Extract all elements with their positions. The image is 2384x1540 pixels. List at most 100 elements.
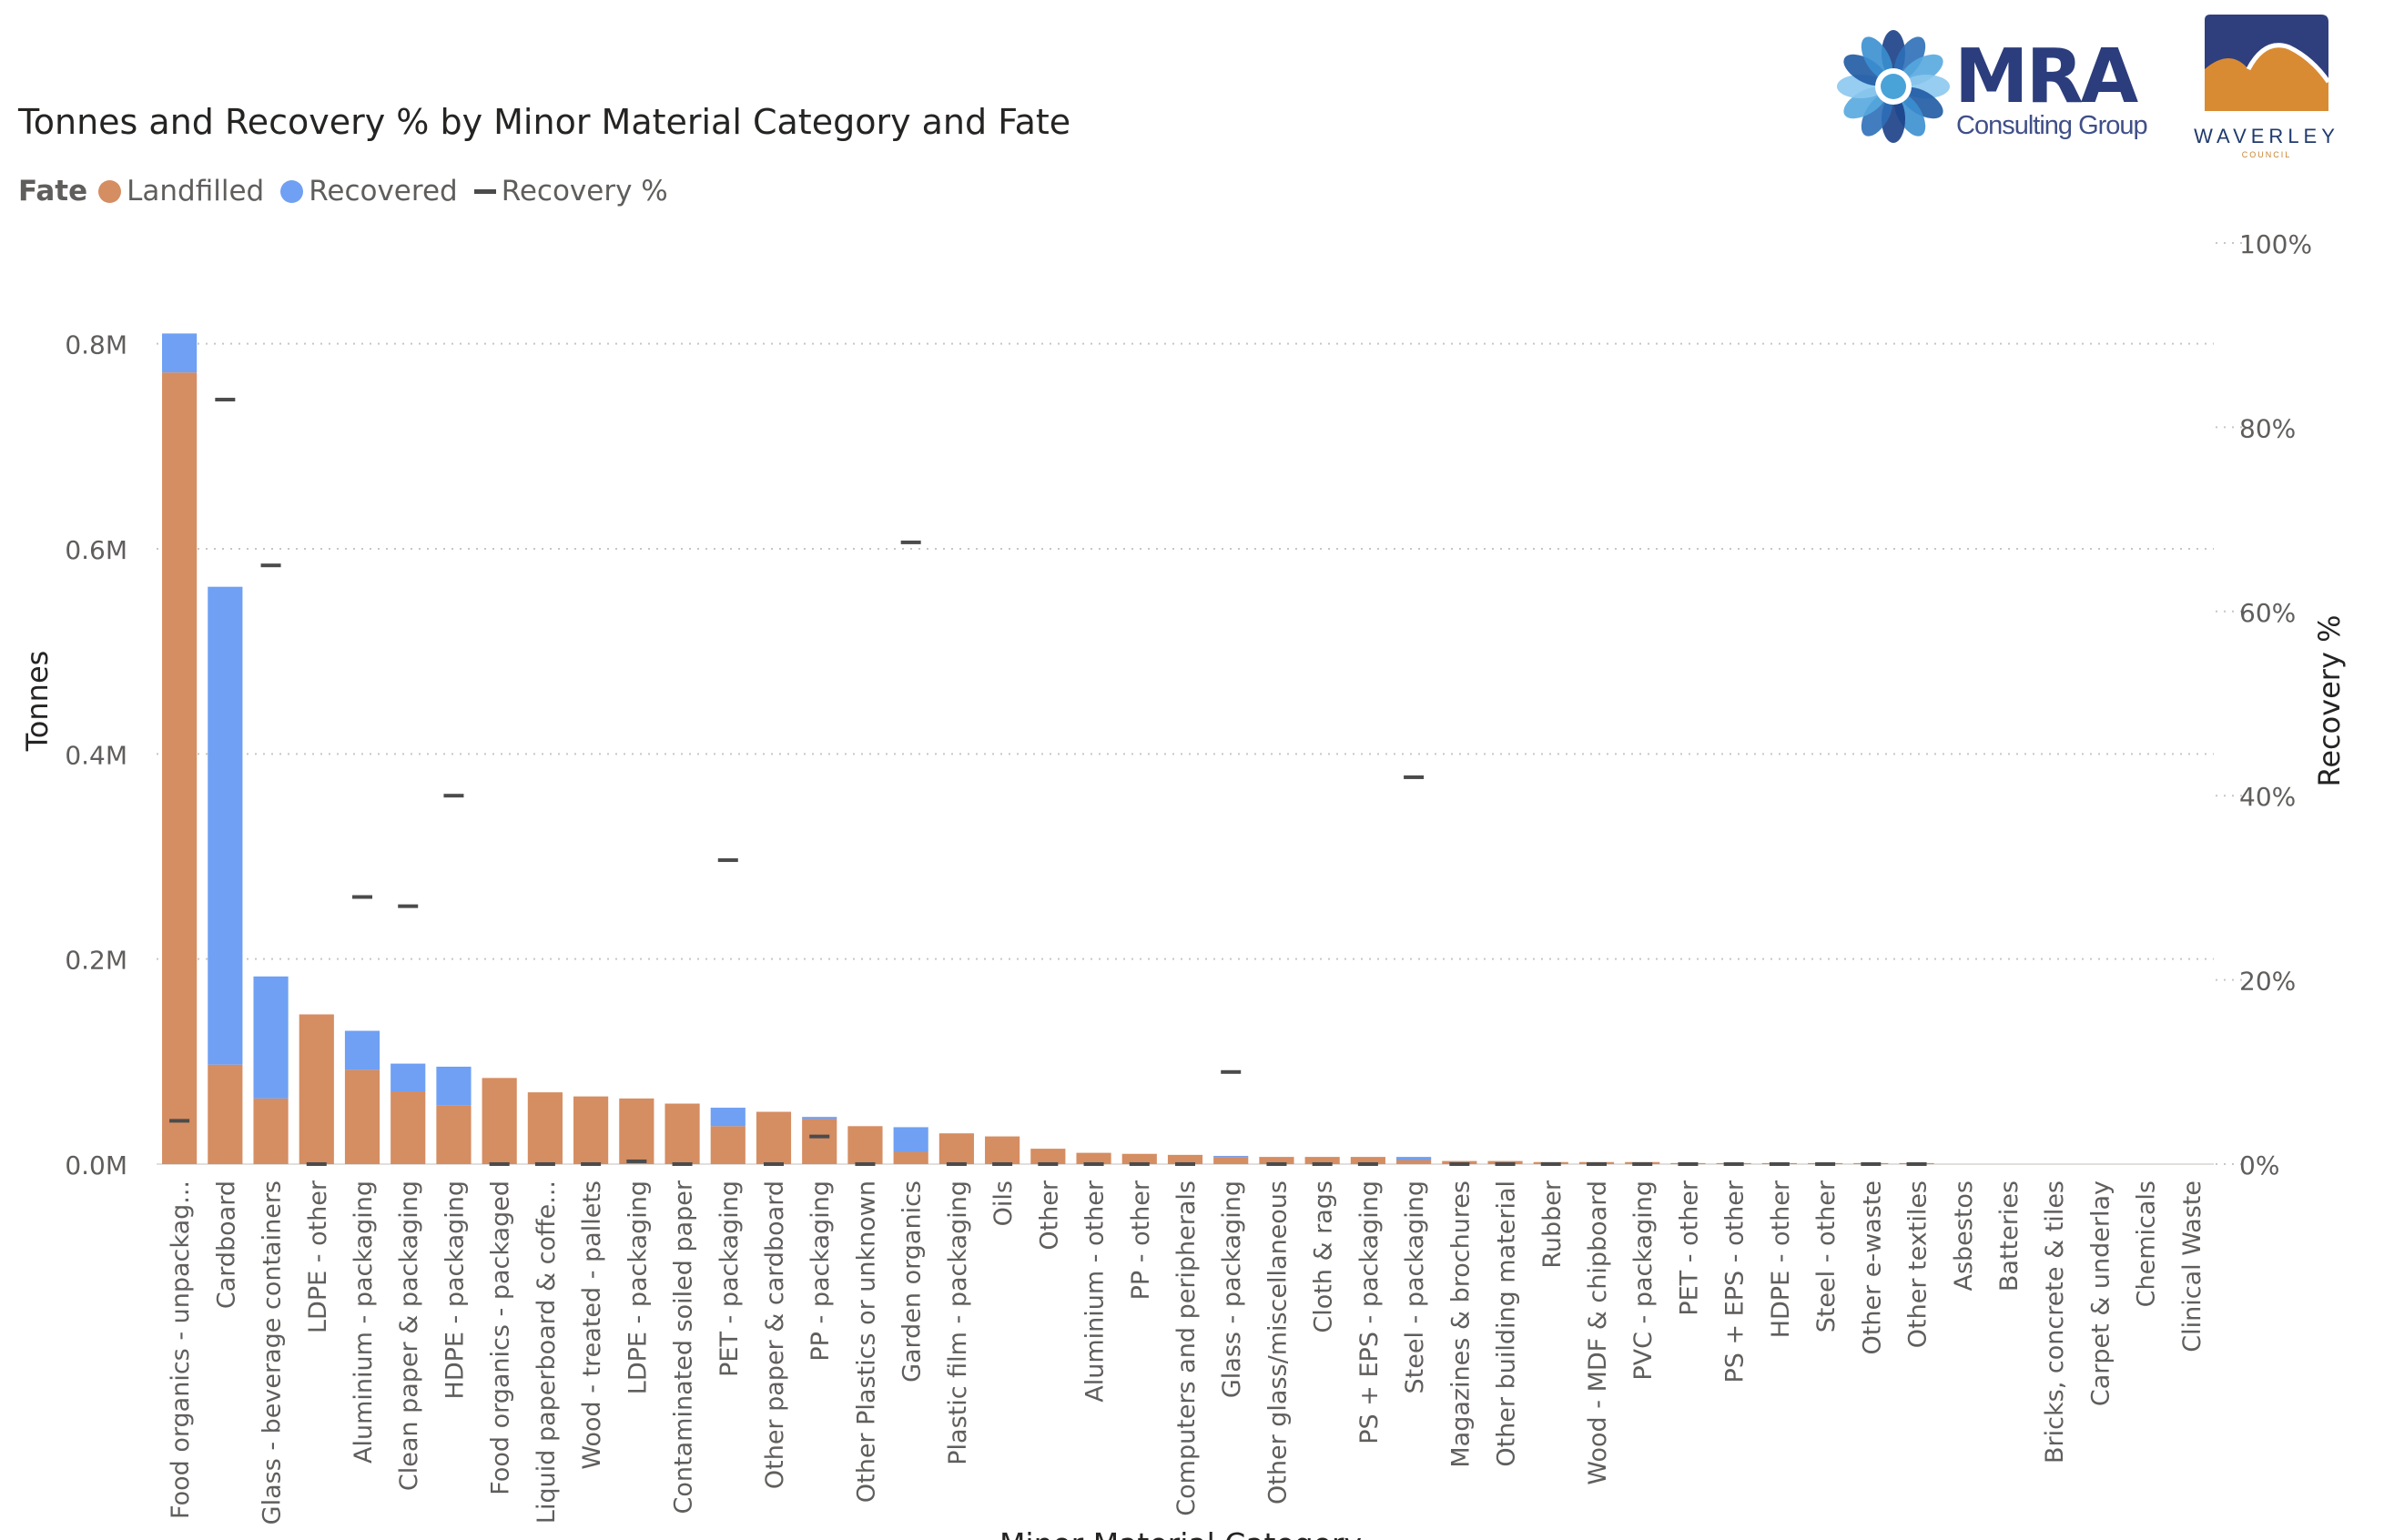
x-tick-label: Oils — [989, 1180, 1018, 1226]
recovery-marker — [215, 398, 236, 402]
x-tick-label: Other paper & cardboard — [761, 1180, 789, 1489]
bar-landfilled — [1259, 1157, 1294, 1164]
recovery-marker — [1540, 1162, 1561, 1166]
x-axis: Food organics - unpackag... Cardboard Glas… — [167, 1180, 2206, 1525]
x-tick-label: HDPE - packaging — [441, 1180, 469, 1399]
x-tick-label: Magazines & brochures — [1446, 1180, 1475, 1468]
bar-recovered — [208, 586, 243, 1065]
recovery-marker — [992, 1162, 1013, 1166]
x-tick-label: Glass - packaging — [1218, 1180, 1246, 1398]
bar-landfilled — [482, 1078, 517, 1164]
legend-label: Recovery % — [501, 175, 668, 208]
bar-landfilled — [1121, 1153, 1157, 1164]
recovery-marker — [534, 1162, 555, 1166]
legend-label: Landfilled — [127, 175, 265, 208]
bar-landfilled — [391, 1091, 426, 1164]
y2-tick-label: 100% — [2239, 229, 2312, 259]
bar-landfilled — [802, 1119, 837, 1164]
y-axis-right: 0% 20% 40% 60% 80% 100% — [2239, 229, 2312, 1180]
x-tick-label: Aluminium - other — [1081, 1180, 1110, 1403]
x-tick-label: Clean paper & packaging — [395, 1180, 423, 1491]
x-tick-label: PP - other — [1127, 1180, 1155, 1300]
y2-tick-label: 60% — [2239, 598, 2296, 628]
legend-item-landfilled[interactable]: Landfilled — [98, 175, 264, 208]
x-tick-label: Chemicals — [2133, 1180, 2161, 1307]
recovery-marker — [1495, 1162, 1516, 1166]
recovery-marker — [1129, 1162, 1150, 1166]
gridlines — [157, 242, 2247, 1165]
x-tick-label: Other building material — [1493, 1180, 1521, 1467]
x-tick-label: Garden organics — [898, 1180, 927, 1383]
y-tick-label: 0.2M — [65, 946, 127, 976]
mra-logo: MRA Consulting Group — [1834, 27, 2148, 146]
bar-recovered — [710, 1108, 746, 1127]
recovery-marker — [260, 563, 281, 568]
x-tick-label: Glass - beverage containers — [259, 1180, 287, 1525]
bar-landfilled — [1350, 1157, 1385, 1164]
x-tick-label: Other glass/miscellaneous — [1263, 1180, 1292, 1505]
legend-item-recovered[interactable]: Recovered — [280, 175, 458, 208]
bar-recovered — [1213, 1155, 1249, 1158]
chart-title: Tonnes and Recovery % by Minor Material … — [18, 102, 1071, 142]
recovery-marker — [352, 895, 372, 899]
landfilled-swatch-icon — [98, 179, 122, 203]
waverley-wordmark: WAVERLEY — [2194, 125, 2339, 147]
bars — [162, 333, 1934, 1164]
bar-landfilled — [893, 1151, 928, 1164]
waverley-subtitle: COUNCIL — [2241, 150, 2292, 159]
x-tick-label: LDPE - packaging — [624, 1180, 652, 1394]
bar-landfilled — [208, 1064, 243, 1164]
recovery-marker — [581, 1162, 602, 1166]
recovery-marker — [764, 1162, 784, 1166]
mra-petal — [1900, 86, 1943, 119]
recovered-swatch-icon — [280, 179, 304, 203]
recovery-marker — [1632, 1162, 1653, 1166]
bar-recovered — [253, 976, 289, 1099]
recovery-marker — [1038, 1162, 1059, 1166]
y-axis-left: 0.0M 0.2M 0.4M 0.6M 0.8M — [65, 330, 127, 1180]
recovery-marker — [1312, 1162, 1333, 1166]
bar-recovered — [436, 1066, 472, 1106]
bar-landfilled — [436, 1105, 472, 1164]
recovery-marker — [1357, 1162, 1378, 1166]
recovery-marker — [1221, 1069, 1242, 1074]
recovery-marker — [398, 904, 419, 908]
x-tick-label: Clinical Waste — [2178, 1180, 2206, 1353]
x-tick-label: HDPE - other — [1767, 1180, 1795, 1338]
x-tick-label: Bricks, concrete & tiles — [2041, 1180, 2069, 1464]
x-tick-label: Steel - packaging — [1401, 1180, 1429, 1393]
recovery-markers — [169, 398, 1927, 1166]
bar-landfilled — [756, 1111, 792, 1164]
recovery-marker — [1449, 1162, 1470, 1166]
bar-landfilled — [162, 372, 198, 1164]
x-tick-label: Steel - other — [1812, 1180, 1841, 1332]
recovery-dash-icon — [473, 188, 496, 194]
legend-item-recovery-percent[interactable]: Recovery % — [473, 175, 668, 208]
x-tick-label: PVC - packaging — [1629, 1180, 1658, 1381]
y-tick-label: 0.8M — [65, 330, 127, 360]
x-tick-label: Contaminated soiled paper — [670, 1180, 698, 1514]
x-tick-label: PET - packaging — [715, 1180, 744, 1377]
x-tick-label: Food organics - unpackag... — [167, 1180, 195, 1519]
bar-landfilled — [299, 1014, 334, 1164]
recovery-marker — [855, 1162, 876, 1166]
bar-recovered — [802, 1117, 837, 1120]
recovery-marker — [1815, 1162, 1836, 1166]
bar-recovered — [1396, 1157, 1432, 1160]
recovery-marker — [1861, 1162, 1882, 1166]
waverley-emblem-icon — [2205, 15, 2331, 111]
recovery-marker — [1723, 1162, 1744, 1166]
bar-landfilled — [253, 1098, 289, 1164]
bar-landfilled — [527, 1092, 563, 1164]
recovery-marker — [443, 794, 464, 798]
x-tick-label: Asbestos — [1950, 1180, 1978, 1292]
x-tick-label: Wood - MDF & chipboard — [1584, 1180, 1612, 1485]
x-tick-label: Other Plastics or unknown — [852, 1180, 880, 1503]
mra-petal — [1893, 36, 1926, 80]
recovery-marker — [1906, 1162, 1927, 1166]
x-tick-label: Batteries — [1995, 1180, 2024, 1292]
recovery-marker — [1404, 775, 1425, 779]
bar-landfilled — [1304, 1157, 1340, 1164]
bar-landfilled — [710, 1126, 746, 1164]
bar-recovered — [344, 1030, 380, 1070]
